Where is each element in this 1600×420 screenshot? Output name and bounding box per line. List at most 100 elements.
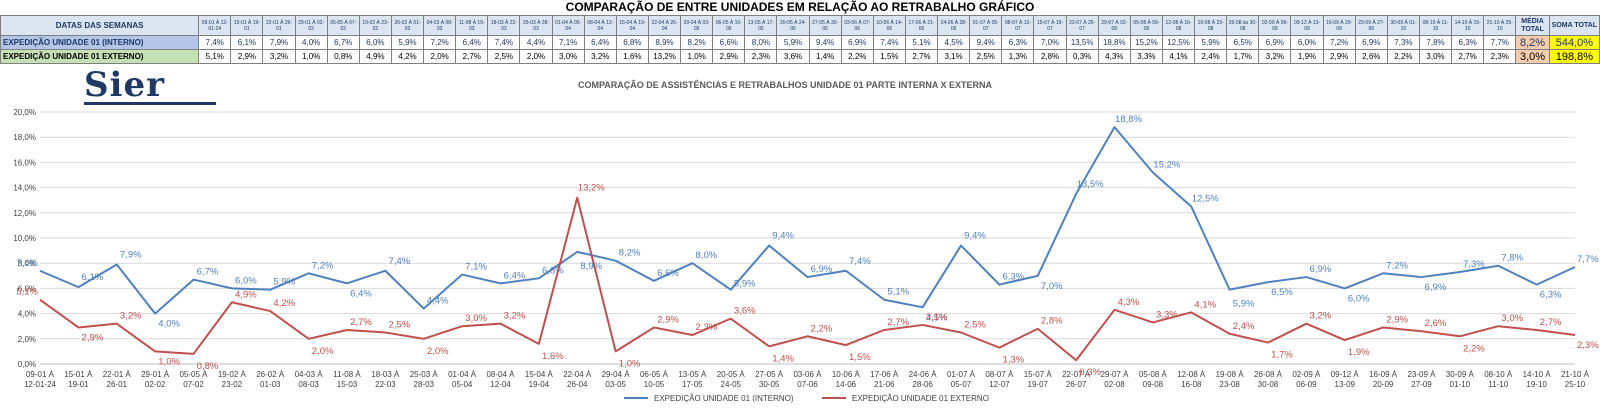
week-header-cell: 05-08 À 09-08 [1129,15,1163,36]
week-header-cell: 18-03 À 22-03 [487,15,521,36]
data-label: 6,4% [350,288,372,299]
week-header-cell: 21-10 À 25-10 [1483,15,1517,36]
x-tick-label: 26-08 À 30-08 [1254,370,1283,389]
logo-text: Sier [84,65,166,105]
x-tick-label: 29-04 À 03-05 [602,370,631,389]
table-header-row: DATAS DAS SEMANAS 09-01 À 12-01-24 15-01 … [0,15,1600,36]
data-label: 4,1% [1194,299,1216,310]
data-label: 4,9% [235,289,257,300]
value-cell: 2,6% [1354,49,1388,64]
data-label: 3,0% [1501,313,1523,324]
x-tick-label: 14-10 À 19-10 [1523,370,1552,389]
x-tick-label: 22-01 À 26-01 [103,370,132,389]
data-label: 1,0% [619,358,641,369]
x-tick-label: 19-08 À 23-08 [1216,370,1245,389]
data-label: 1,9% [1348,347,1370,358]
data-label: 3,2% [120,311,142,322]
logo-underline [84,102,216,105]
x-tick-label: 21-10 À 25-10 [1561,370,1590,389]
data-label: 5,9% [1233,299,1255,310]
x-tick-label: 08-07 À 12-07 [985,370,1014,389]
week-header-cell: 29-01 À 02-02 [294,15,328,36]
data-label: 0,8% [197,361,219,372]
data-label: 5,9% [273,277,295,288]
week-header-cell: 19-02 À 23-02 [358,15,392,36]
data-label: 2,5% [389,320,411,331]
week-header-cell: 02-09 À 06-09 [1258,15,1292,36]
data-label: 1,7% [1271,350,1293,361]
company-logo: Sier [84,65,224,106]
data-label: 7,4% [389,256,411,267]
data-label: 4,3% [1118,297,1140,308]
x-tick-label: 05-08 À 09-08 [1139,370,1168,389]
week-header-cell: 13-05 À 17-05 [744,15,778,36]
value-cell: 2,9% [712,49,746,64]
x-tick-label: 15-04 À 19-04 [525,370,554,389]
x-tick-label: 24-06 À 28-06 [909,370,938,389]
data-label: 2,3% [1577,340,1599,351]
data-label: 3,6% [734,306,756,317]
week-header-cell: 15-04 À 19-04 [615,15,649,36]
y-tick-label: 12,0% [13,209,36,218]
x-tick-label: 12-08 À 16-08 [1177,370,1206,389]
x-tick-label: 27-05 À 30-05 [755,370,784,389]
value-cell: 4,1% [1161,49,1196,64]
y-tick-label: 14,0% [13,184,36,193]
data-label: 7,8% [1501,253,1523,264]
x-tick-label: 18-03 À 22-03 [371,370,400,389]
data-label: 8,0% [696,250,718,261]
row-label-externo: EXPEDIÇÃO UNIDADE 01 EXTERNO) [0,49,200,64]
x-tick-label: 17-06 À 21-06 [870,370,899,389]
legend-label: EXPEDIÇÃO UNIDADE 01 EXTERNO [852,394,989,403]
x-tick-label: 19-02 À 23-02 [218,370,247,389]
y-tick-label: 16,0% [13,158,36,167]
week-header-cell: 30-09 À 01-10 [1386,15,1420,36]
week-header-cell: 23-09 À 27-09 [1354,15,1388,36]
x-tick-label: 02-09 À 06-09 [1292,370,1321,389]
data-label: 8,2% [619,248,641,259]
data-label: 1,5% [849,352,871,363]
y-tick-label: 20,0% [13,108,36,117]
data-label: 5,1% [16,287,38,298]
data-label: 2,2% [811,323,833,334]
value-cell: 1,3% [1001,49,1035,64]
week-header-cell: 10-06 À 14-06 [872,15,906,36]
x-tick-label: 15-01 À 19-01 [64,370,93,389]
data-label: 2,7% [1540,317,1562,328]
data-label: 2,0% [427,346,449,357]
data-label: 9,4% [772,231,794,242]
data-label: 9,4% [964,231,986,242]
data-label: 6,1% [82,272,104,283]
week-header-cell: 27-05 À 30-05 [808,15,842,36]
data-label: 6,0% [1348,293,1370,304]
x-tick-label: 29-07 À 02-08 [1100,370,1129,389]
data-label: 2,2% [1463,343,1485,354]
data-label: 5,1% [887,287,909,298]
value-cell: 2,8% [1033,49,1067,64]
media-cell: 3,0% [1515,49,1550,64]
value-cell: 2,7% [455,49,489,64]
x-tick-label: 22-07 À 26-07 [1062,370,1091,389]
x-tick-label: 08-10 À 11-10 [1484,370,1513,389]
data-label: 6,9% [1425,282,1447,293]
data-label: 7,7% [1577,254,1599,265]
data-label: 6,4% [504,270,526,281]
data-label: 2,7% [887,317,909,328]
data-label: 18,8% [1115,114,1142,125]
data-label: 4,2% [273,298,295,309]
data-label: 7,4% [16,258,38,269]
data-label: 4,5% [926,312,948,323]
data-label: 1,3% [1003,355,1025,366]
data-label: 7,0% [1041,281,1063,292]
data-label: 7,3% [1463,259,1485,270]
series-line-externo [39,196,1576,362]
data-label: 3,2% [504,311,526,322]
week-header-cell: 04-03 À 08-03 [423,15,457,36]
x-tick-label: 29-01 À 02-02 [141,370,170,389]
x-tick-label: 16-09 À 20-09 [1369,370,1398,389]
data-label: 13,5% [1077,179,1104,190]
data-label: 3,3% [1156,309,1178,320]
y-tick-label: 10,0% [13,234,36,243]
data-label: 2,9% [657,314,679,325]
